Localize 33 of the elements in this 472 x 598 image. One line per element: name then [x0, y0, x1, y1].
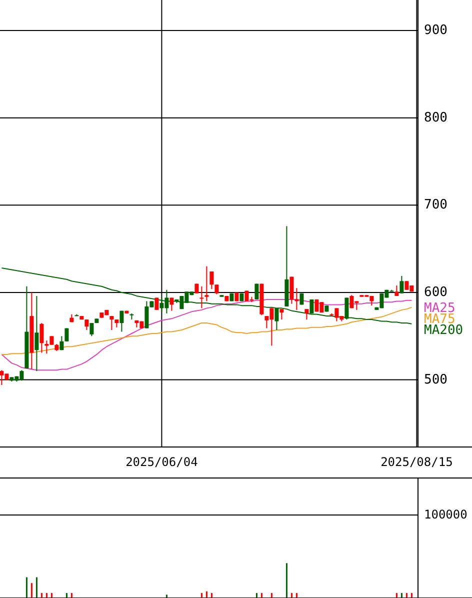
candlestick — [400, 275, 404, 294]
candlestick — [254, 283, 259, 300]
candlestick — [170, 297, 174, 312]
candlestick — [34, 295, 39, 372]
candlestick — [154, 297, 159, 310]
y-tick-label: 100000 — [424, 507, 468, 522]
candlestick — [110, 316, 114, 331]
candlestick — [210, 271, 214, 290]
candlestick — [194, 283, 199, 294]
y-tick-label: 500 — [424, 372, 448, 388]
candlestick — [90, 322, 94, 337]
candlestick — [64, 328, 69, 342]
candlestick — [280, 308, 284, 320]
candlestick — [290, 276, 294, 304]
y-tick-label: 700 — [424, 198, 448, 213]
candlestick — [204, 266, 209, 302]
line-series — [1, 306, 412, 355]
candlestick — [344, 297, 349, 320]
candlestick — [40, 322, 44, 354]
x-tick-label: 2025/08/15 — [380, 454, 453, 469]
candlestick — [214, 284, 219, 295]
candlestick — [310, 298, 314, 314]
candlestick — [304, 308, 309, 320]
y-tick-label: 800 — [424, 110, 448, 126]
x-tick-label: 2025/06/04 — [126, 454, 198, 469]
candlestick — [60, 336, 64, 351]
candlestick — [200, 286, 204, 309]
line-series — [1, 268, 412, 324]
candlestick — [120, 310, 124, 332]
y-tick-label: 600 — [424, 285, 448, 300]
y-tick-label: 900 — [424, 23, 448, 38]
candlestick — [394, 284, 399, 296]
candlestick — [84, 319, 89, 331]
